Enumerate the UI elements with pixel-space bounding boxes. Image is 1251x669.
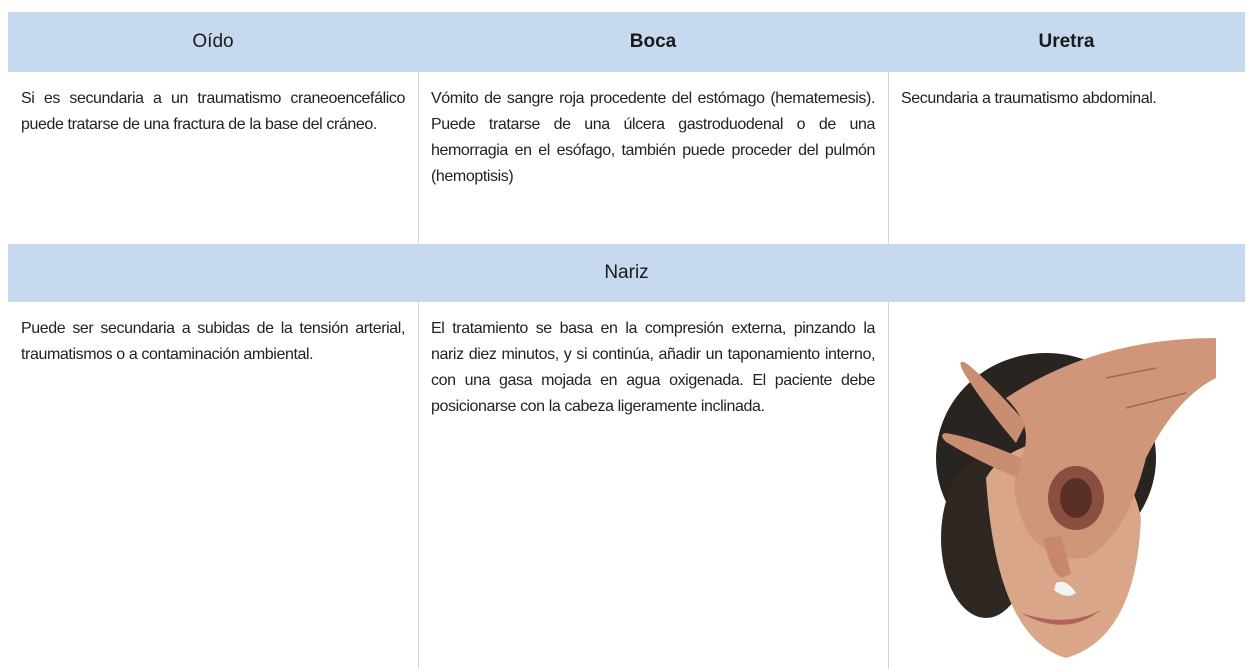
divider [418,302,419,669]
header-cell: Uretra [888,12,1245,72]
divider [418,72,419,244]
section-header: Nariz [8,244,1245,302]
cell: Si es secundaria a un traumatismo craneo… [21,90,405,133]
nosebleed-photo [926,338,1216,669]
table: Oído Boca Uretra Si es secundaria a un t… [8,12,1245,669]
divider [888,72,889,244]
header-cell: Oído [8,12,418,72]
divider [888,302,889,669]
cell: Puede ser secundaria a subidas de la ten… [21,320,405,363]
cell: Vómito de sangre roja procedente del est… [431,90,875,185]
header-cell: Boca [418,12,888,72]
cell: Secundaria a traumatismo abdominal. [901,90,1157,107]
cell: El tratamiento se basa en la compresión … [431,320,875,415]
